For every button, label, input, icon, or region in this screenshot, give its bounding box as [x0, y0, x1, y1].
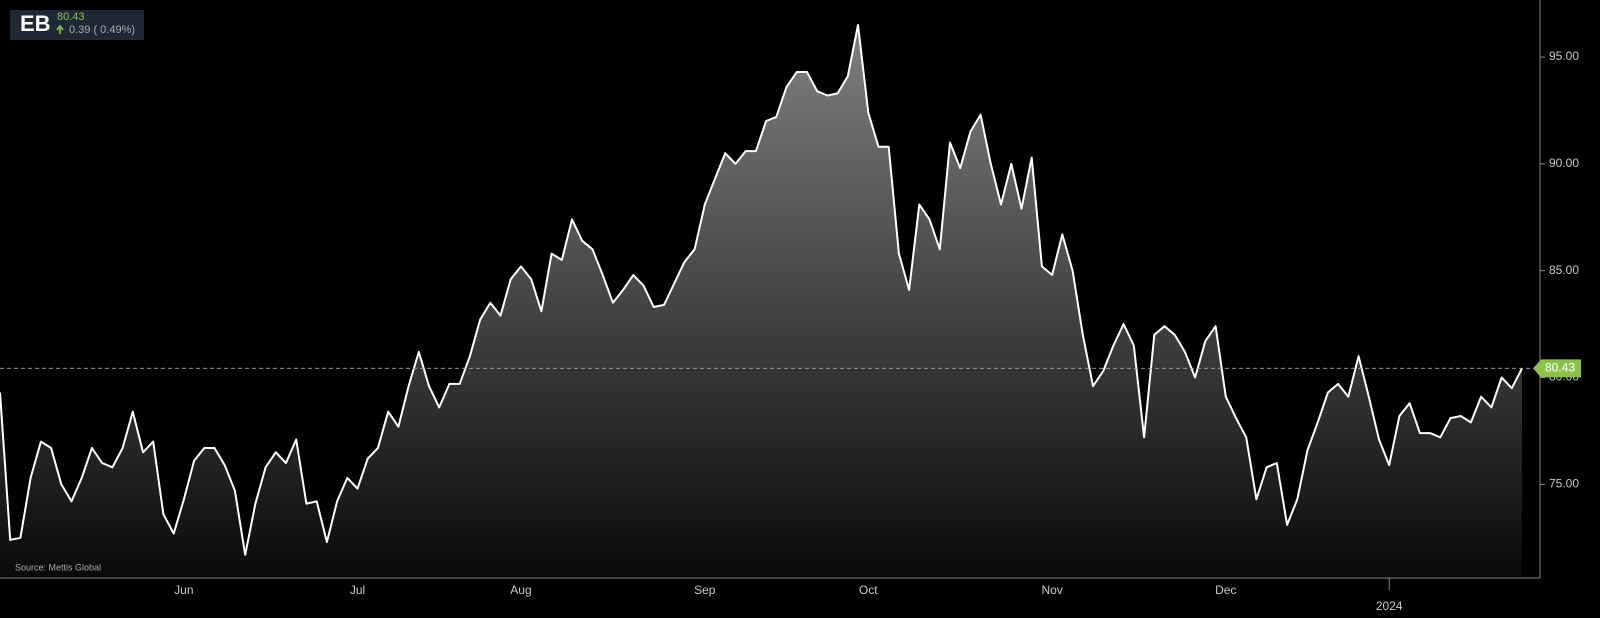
x-tick-label: Nov — [1041, 583, 1062, 597]
source: Source: Mettis Global — [15, 562, 101, 572]
x-tick-label: 2024 — [1376, 599, 1403, 613]
symbol: EB — [20, 11, 51, 36]
y-tick-label: 90.00 — [1549, 156, 1579, 170]
x-tick-label: Oct — [859, 583, 878, 597]
x-tick-label: Sep — [694, 583, 716, 597]
x-tick-label: Jul — [350, 583, 365, 597]
x-tick-label: Dec — [1215, 583, 1236, 597]
x-tick-label: Aug — [510, 583, 531, 597]
last-price-marker — [1533, 359, 1581, 378]
y-tick-label: 95.00 — [1549, 49, 1579, 63]
up-arrow — [56, 24, 64, 34]
line — [0, 24, 1523, 556]
area — [0, 25, 1522, 576]
y-tick-label: 75.00 — [1549, 477, 1579, 491]
ticker-box — [10, 10, 144, 40]
price: 80.43 — [57, 11, 85, 23]
x-tick-label: Jun — [174, 583, 193, 597]
y-tick-label: 85.00 — [1549, 263, 1579, 277]
last-price-label: 80.43 — [1545, 361, 1575, 375]
plot — [0, 24, 1523, 576]
change: 0.39 ( 0.49%) — [69, 24, 135, 36]
